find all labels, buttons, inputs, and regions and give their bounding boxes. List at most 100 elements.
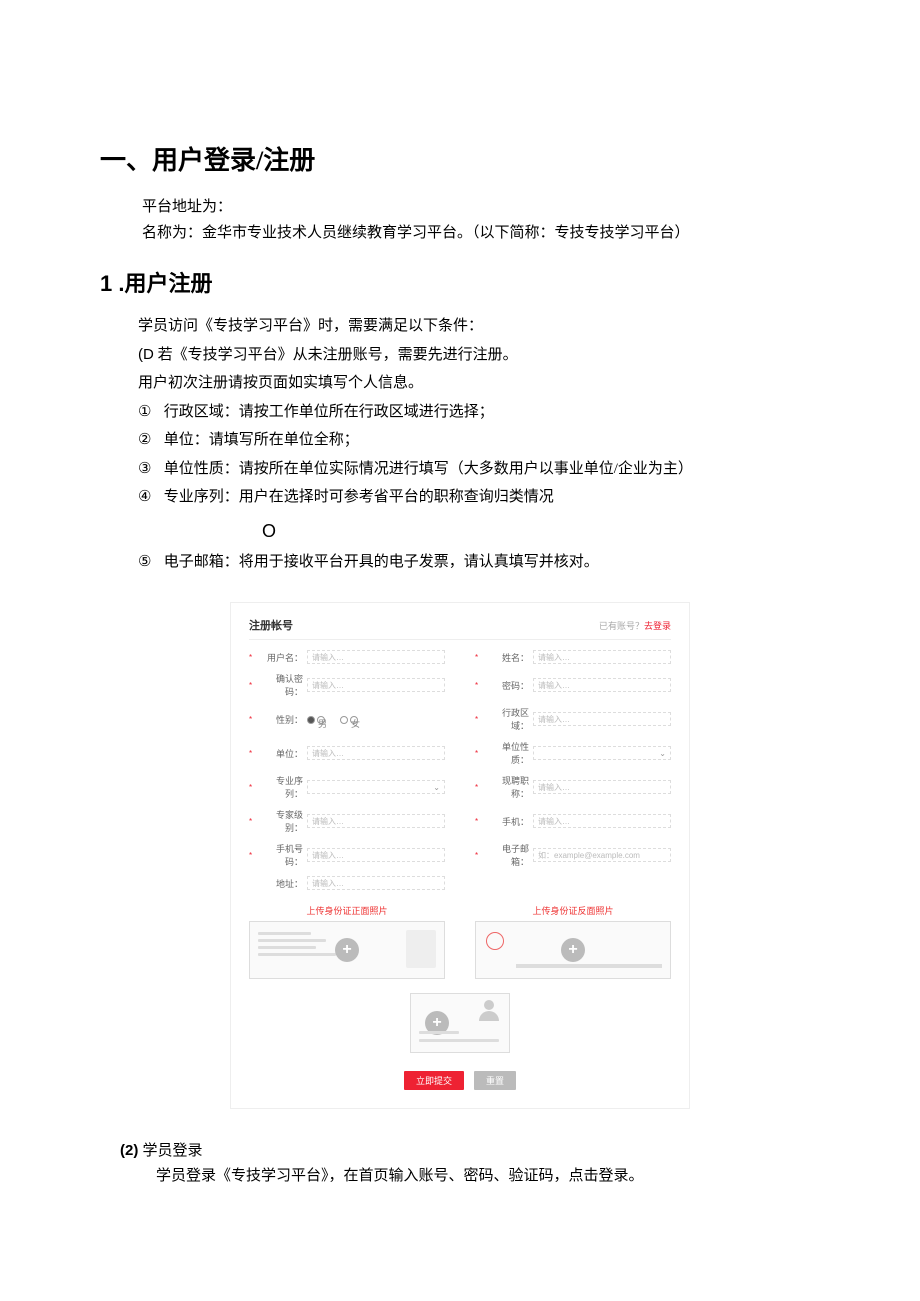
- item-5: ⑤ 电子邮箱：将用于接收平台开具的电子发票，请认真填写并核对。: [138, 548, 820, 577]
- input-password[interactable]: 请输入…: [307, 678, 445, 692]
- label-unit-type: 单位性质：: [485, 740, 529, 766]
- field-gender: *性别： 男 女: [249, 706, 445, 732]
- item-4-text: 专业序列：用户在选择时可参考省平台的职称查询归类情况: [164, 489, 554, 505]
- form-header: 注册帐号 已有账号？去登录: [249, 617, 671, 640]
- login-link[interactable]: 去登录: [644, 621, 671, 631]
- label-addr: 地址：: [259, 877, 303, 890]
- plus-icon: +: [561, 938, 585, 962]
- plus-icon: +: [335, 938, 359, 962]
- subsection-1-title: 用户注册: [124, 271, 212, 296]
- section-2-heading: (2) 学员登录: [120, 1139, 820, 1160]
- upload-profile-row: +: [249, 993, 671, 1053]
- input-pwd2[interactable]: 请输入…: [533, 678, 671, 692]
- upload-back-box: 上传身份证反面照片 +: [475, 904, 671, 979]
- section-2: (2) 学员登录 学员登录《专技学习平台》，在首页输入账号、密码、验证码，点击登…: [100, 1139, 820, 1185]
- label-gender: 性别：: [259, 713, 303, 726]
- input-title-level[interactable]: 请输入…: [307, 814, 445, 828]
- circled-4: ④: [138, 483, 160, 512]
- item-2-text: 单位：请填写所在单位全称；: [164, 432, 359, 448]
- field-username: *用户名：请输入…: [249, 650, 445, 664]
- field-pwd2: *密码：请输入…: [475, 672, 671, 698]
- profile-card-upload[interactable]: +: [410, 993, 510, 1053]
- upload-front-box: 上传身份证正面照片 +: [249, 904, 445, 979]
- id-card-front[interactable]: +: [249, 921, 445, 979]
- condition-intro: 学员访问《专技学习平台》时，需要满足以下条件：: [138, 312, 820, 341]
- field-phone: *手机：请输入…: [475, 808, 671, 834]
- item-4: ④ 专业序列：用户在选择时可参考省平台的职称查询归类情况: [138, 483, 820, 512]
- radio-male[interactable]: 男: [307, 714, 327, 724]
- section-1-heading: 一、用户登录/注册: [100, 140, 820, 177]
- input-idno[interactable]: 请输入…: [307, 848, 445, 862]
- condition-d-text: 若《专技学习平台》从未注册账号，需要先进行注册。: [154, 347, 518, 363]
- button-row: 立即提交 重置: [249, 1071, 671, 1090]
- subsection-1-heading: 1 .用户注册: [100, 266, 820, 298]
- field-addr: 地址： 请输入…: [249, 876, 445, 890]
- upload-front-title: 上传身份证正面照片: [249, 904, 445, 917]
- marker-2: (2): [120, 1142, 138, 1159]
- upload-row: 上传身份证正面照片 + 上传身份证反面照片 +: [249, 904, 671, 979]
- login-hint: 已有账号？去登录: [599, 619, 671, 632]
- circled-3: ③: [138, 455, 160, 484]
- stray-o: O: [262, 514, 820, 548]
- circled-1: ①: [138, 398, 160, 427]
- field-unit: *单位：请输入…: [249, 740, 445, 766]
- label-unit: 单位：: [259, 747, 303, 760]
- field-name: *姓名：请输入…: [475, 650, 671, 664]
- field-unit-type: *单位性质：: [475, 740, 671, 766]
- label-series: 专业序列：: [259, 774, 303, 800]
- label-password: 确认密码：: [259, 672, 303, 698]
- input-unit[interactable]: 请输入…: [307, 746, 445, 760]
- select-series[interactable]: [307, 780, 445, 794]
- body-text: 学员访问《专技学习平台》时，需要满足以下条件： (D 若《专技学习平台》从未注册…: [138, 312, 820, 576]
- field-title: *现聘职称：请输入…: [475, 774, 671, 800]
- label-idno: 手机号码：: [259, 842, 303, 868]
- label-title: 现聘职称：: [485, 774, 529, 800]
- label-email: 电子邮箱：: [485, 842, 529, 868]
- intro-block: 平台地址为： 名称为：金华市专业技术人员继续教育学习平台。（以下简称：专技专技学…: [142, 195, 820, 246]
- marker-d: (D: [138, 346, 154, 363]
- label-phone: 手机：: [485, 815, 529, 828]
- radio-female[interactable]: 女: [340, 714, 360, 724]
- input-email[interactable]: 如：example@example.com: [533, 848, 671, 862]
- item-3: ③ 单位性质：请按所在单位实际情况进行填写（大多数用户以事业单位/企业为主）: [138, 455, 820, 484]
- circled-5: ⑤: [138, 548, 160, 577]
- section-2-title: 学员登录: [143, 1143, 203, 1159]
- label-pwd2: 密码：: [485, 679, 529, 692]
- field-password: *确认密码：请输入…: [249, 672, 445, 698]
- login-hint-pre: 已有账号？: [599, 621, 644, 631]
- input-region[interactable]: 请输入…: [533, 712, 671, 726]
- label-username: 用户名：: [259, 651, 303, 664]
- label-name: 姓名：: [485, 651, 529, 664]
- input-title[interactable]: 请输入…: [533, 780, 671, 794]
- input-name[interactable]: 请输入…: [533, 650, 671, 664]
- form-grid: *用户名：请输入… *姓名：请输入… *确认密码：请输入… *密码：请输入… *…: [249, 650, 671, 890]
- field-title-level: *专家级别：请输入…: [249, 808, 445, 834]
- circled-2: ②: [138, 426, 160, 455]
- seal-icon: [486, 932, 504, 950]
- field-email: *电子邮箱：如：example@example.com: [475, 842, 671, 868]
- subsection-1-number: 1 .: [100, 271, 124, 296]
- platform-name: 名称为：金华市专业技术人员继续教育学习平台。（以下简称：专技专技学习平台）: [142, 221, 820, 247]
- select-unit-type[interactable]: [533, 746, 671, 760]
- id-card-back[interactable]: +: [475, 921, 671, 979]
- id-photo-icon: [406, 930, 436, 968]
- item-1-text: 行政区域：请按工作单位所在行政区域进行选择；: [164, 404, 494, 420]
- register-form-screenshot: 注册帐号 已有账号？去登录 *用户名：请输入… *姓名：请输入… *确认密码：请…: [230, 602, 690, 1109]
- input-phone[interactable]: 请输入…: [533, 814, 671, 828]
- label-region: 行政区域：: [485, 706, 529, 732]
- input-addr[interactable]: 请输入…: [307, 876, 445, 890]
- field-region: *行政区域：请输入…: [475, 706, 671, 732]
- item-5-text: 电子邮箱：将用于接收平台开具的电子发票，请认真填写并核对。: [164, 554, 599, 570]
- item-1: ① 行政区域：请按工作单位所在行政区域进行选择；: [138, 398, 820, 427]
- section-2-text: 学员登录《专技学习平台》，在首页输入账号、密码、验证码，点击登录。: [156, 1164, 820, 1185]
- item-3-text: 单位性质：请按所在单位实际情况进行填写（大多数用户以事业单位/企业为主）: [164, 461, 693, 477]
- first-register-note: 用户初次注册请按页面如实填写个人信息。: [138, 369, 820, 398]
- platform-url-label: 平台地址为：: [142, 195, 820, 221]
- submit-button[interactable]: 立即提交: [404, 1071, 464, 1090]
- input-username[interactable]: 请输入…: [307, 650, 445, 664]
- item-2: ② 单位：请填写所在单位全称；: [138, 426, 820, 455]
- reset-button[interactable]: 重置: [474, 1071, 516, 1090]
- field-idno: *手机号码：请输入…: [249, 842, 445, 868]
- upload-back-title: 上传身份证反面照片: [475, 904, 671, 917]
- avatar-icon: [477, 1000, 501, 1024]
